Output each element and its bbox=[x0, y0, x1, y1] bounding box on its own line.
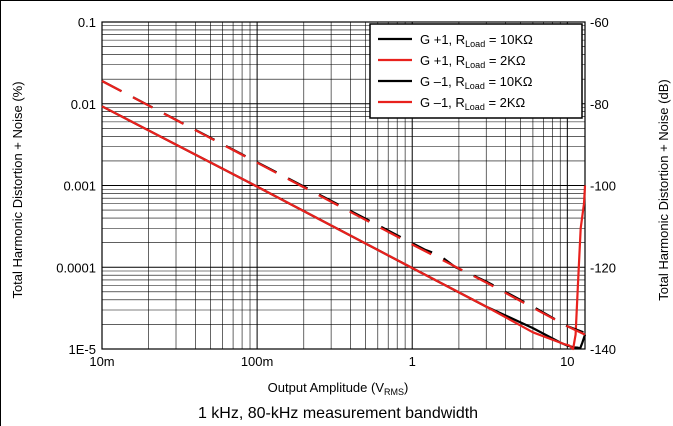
x-axis-title-suffix: ) bbox=[404, 380, 408, 395]
x-tick-label: 10m bbox=[89, 354, 114, 369]
y2-tick-label: -80 bbox=[590, 97, 609, 112]
y2-tick-label: -60 bbox=[590, 15, 609, 30]
x-tick-label: 1 bbox=[409, 354, 416, 369]
y-tick-label: 0.0001 bbox=[56, 260, 96, 275]
legend-entry-3: G –1, RLoad = 10KΩ bbox=[420, 74, 533, 91]
y-tick-label: 0.001 bbox=[63, 179, 96, 194]
chart-caption: 1 kHz, 80-kHz measurement bandwidth bbox=[198, 405, 478, 422]
y-tick-label: 0.01 bbox=[71, 97, 96, 112]
series-line-4 bbox=[101, 80, 586, 336]
x-axis-title-main: Output Amplitude (V bbox=[268, 380, 385, 395]
y-axis-title: Total Harmonic Distortion + Noise (%) bbox=[10, 81, 25, 298]
legend: G +1, RLoad = 10KΩ G +1, RLoad = 2KΩ G –1,… bbox=[369, 23, 583, 119]
x-tick-label: 100m bbox=[241, 354, 274, 369]
tick-labels: 10m 100m 1 10 0.1 0.01 0.001 0.0001 1E-5 -60 -80 -1… bbox=[56, 15, 616, 369]
y2-tick-label: -100 bbox=[590, 179, 616, 194]
y2-axis-title: Total Harmonic Distortion + Noise (dB) bbox=[656, 79, 671, 300]
series-line-2 bbox=[101, 105, 587, 351]
y2-tick-label: -120 bbox=[590, 260, 616, 275]
y-tick-label: 0.1 bbox=[78, 15, 96, 30]
x-axis-title: Output Amplitude (VRMS) bbox=[268, 380, 409, 397]
legend-entry-1: G +1, RLoad = 10KΩ bbox=[420, 32, 533, 49]
legend-entry-4: G –1, RLoad = 2KΩ bbox=[420, 95, 526, 112]
y2-tick-label: -140 bbox=[590, 342, 616, 357]
x-axis-title-sub: RMS bbox=[384, 387, 404, 397]
x-tick-label: 10 bbox=[560, 354, 574, 369]
series-layer bbox=[101, 80, 587, 351]
legend-entry-2: G +1, RLoad = 2KΩ bbox=[420, 53, 526, 70]
y-tick-label: 1E-5 bbox=[69, 342, 96, 357]
